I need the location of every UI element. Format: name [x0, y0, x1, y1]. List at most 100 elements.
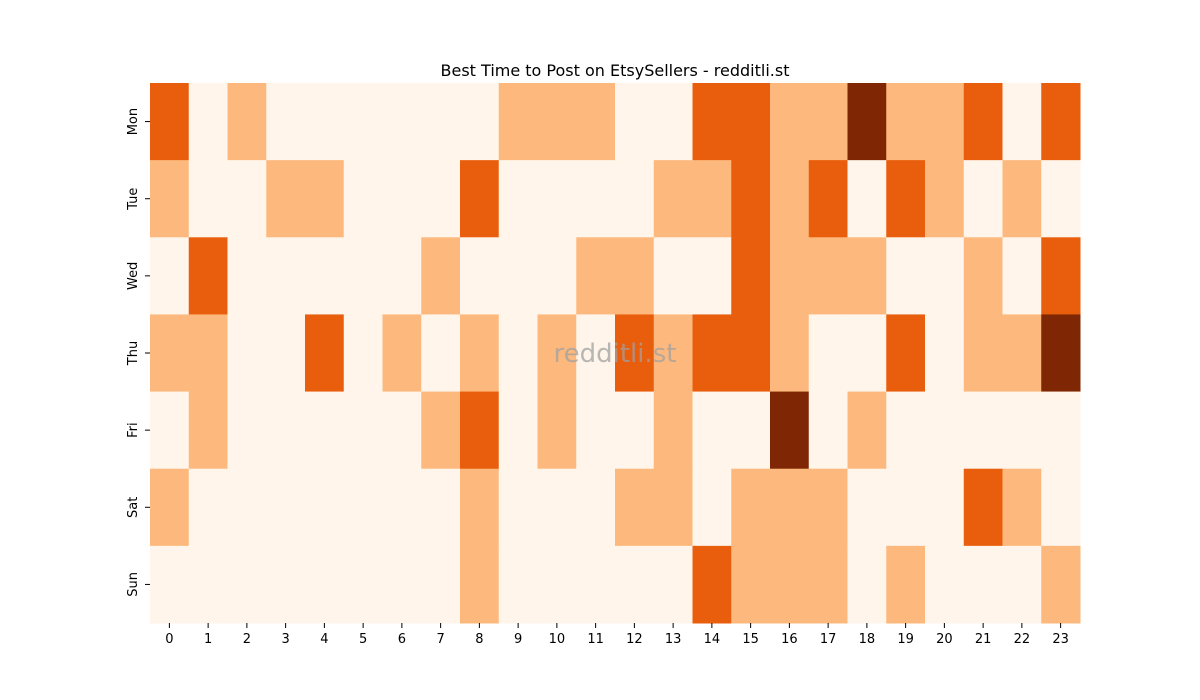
- heatmap-cell-sat-13: [653, 468, 693, 547]
- heatmap-cell-sat-22: [1002, 468, 1042, 547]
- heatmap-cell-sun-8: [460, 545, 500, 624]
- heatmap-cell-sun-22: [1002, 545, 1042, 624]
- heatmap-cell-fri-20: [925, 391, 965, 470]
- heatmap-cell-thu-11: [576, 314, 616, 393]
- x-tick-label: 15: [742, 632, 759, 647]
- heatmap-cell-mon-7: [421, 83, 461, 161]
- heatmap-cell-mon-15: [731, 83, 771, 161]
- heatmap-cell-wed-10: [537, 237, 577, 315]
- heatmap-cell-mon-0: [150, 83, 190, 161]
- heatmap-cell-thu-20: [925, 314, 965, 393]
- heatmap-cell-mon-11: [576, 83, 616, 161]
- heatmap-cell-fri-19: [886, 391, 926, 470]
- heatmap-cell-sat-17: [808, 468, 848, 547]
- heatmap-cell-mon-13: [653, 83, 693, 161]
- heatmap-cell-sun-11: [576, 545, 616, 624]
- heatmap-cell-sat-16: [770, 468, 810, 547]
- heatmap-cell-mon-19: [886, 83, 926, 161]
- heatmap-cell-sun-4: [305, 545, 345, 624]
- x-tick-label: 11: [587, 632, 604, 647]
- y-axis: Mon Tue Wed Thu Fri Sat Sun: [126, 108, 150, 597]
- heatmap-cell-fri-17: [808, 391, 848, 470]
- heatmap-cell-thu-12: [615, 314, 655, 393]
- heatmap-cell-sat-9: [498, 468, 538, 547]
- heatmap-cell-wed-0: [150, 237, 190, 315]
- heatmap-cell-wed-7: [421, 237, 461, 315]
- heatmap-cell-wed-16: [770, 237, 810, 315]
- heatmap-cell-sat-10: [537, 468, 577, 547]
- heatmap-cell-mon-16: [770, 83, 810, 161]
- x-tick-label: 23: [1052, 632, 1069, 647]
- heatmap-cell-fri-8: [460, 391, 500, 470]
- x-tick-label: 16: [781, 632, 798, 647]
- heatmap-cell-wed-17: [808, 237, 848, 315]
- heatmap-cell-fri-18: [847, 391, 887, 470]
- heatmap-cell-wed-11: [576, 237, 616, 315]
- heatmap-cell-tue-21: [963, 160, 1003, 238]
- heatmap-cell-tue-16: [770, 160, 810, 238]
- x-tick-label: 2: [243, 632, 251, 647]
- x-axis: 0 1 2 3 4 5 6 7 8 9 10 11 12 13 14 15 16 17 18 19 20 21 22 23: [165, 623, 1069, 647]
- heatmap-cell-tue-2: [227, 160, 267, 238]
- heatmap-cell-sat-23: [1041, 468, 1081, 547]
- heatmap-cell-thu-15: [731, 314, 771, 393]
- chart-title: Best Time to Post on EtsySellers - reddi…: [441, 61, 790, 80]
- heatmap-cell-wed-23: [1041, 237, 1081, 315]
- heatmap-cell-tue-20: [925, 160, 965, 238]
- heatmap-cell-sat-0: [150, 468, 190, 547]
- heatmap-cell-tue-6: [382, 160, 422, 238]
- heatmap-cell-tue-13: [653, 160, 693, 238]
- heatmap-cell-tue-10: [537, 160, 577, 238]
- heatmap-cell-fri-12: [615, 391, 655, 470]
- heatmap-cell-wed-22: [1002, 237, 1042, 315]
- heatmap-cell-sun-15: [731, 545, 771, 624]
- heatmap-cell-thu-8: [460, 314, 500, 393]
- y-tick-label: Sat: [126, 497, 141, 518]
- heatmap-cell-fri-0: [150, 391, 190, 470]
- heatmap-cell-thu-22: [1002, 314, 1042, 393]
- x-tick-label: 18: [859, 632, 876, 647]
- x-tick-label: 10: [549, 632, 566, 647]
- heatmap-cell-sun-9: [498, 545, 538, 624]
- heatmap-cell-mon-6: [382, 83, 422, 161]
- x-tick-label: 6: [398, 632, 406, 647]
- heatmap-cell-sun-1: [188, 545, 228, 624]
- heatmap-cell-wed-15: [731, 237, 771, 315]
- heatmap-cell-tue-22: [1002, 160, 1042, 238]
- heatmap-cell-sun-3: [266, 545, 306, 624]
- y-tick-label: Sun: [126, 572, 141, 597]
- x-tick-label: 22: [1014, 632, 1031, 647]
- heatmap-cell-fri-2: [227, 391, 267, 470]
- heatmap-cell-mon-21: [963, 83, 1003, 161]
- heatmap-cell-fri-5: [343, 391, 383, 470]
- heatmap-cell-thu-7: [421, 314, 461, 393]
- x-tick-label: 14: [704, 632, 721, 647]
- heatmap-cell-thu-5: [343, 314, 383, 393]
- heatmap-cell-tue-9: [498, 160, 538, 238]
- heatmap-cell-tue-18: [847, 160, 887, 238]
- heatmap-cell-sun-18: [847, 545, 887, 624]
- heatmap-cell-fri-14: [692, 391, 732, 470]
- heatmap-cell-sun-2: [227, 545, 267, 624]
- heatmap-cell-wed-3: [266, 237, 306, 315]
- heatmap-cell-sun-10: [537, 545, 577, 624]
- heatmap-cell-sun-7: [421, 545, 461, 624]
- x-tick-label: 4: [320, 632, 328, 647]
- heatmap-cell-mon-9: [498, 83, 538, 161]
- heatmap-cell-wed-12: [615, 237, 655, 315]
- heatmap-cell-sat-18: [847, 468, 887, 547]
- heatmap-cell-thu-16: [770, 314, 810, 393]
- heatmap-cell-fri-16: [770, 391, 810, 470]
- heatmap-cell-tue-4: [305, 160, 345, 238]
- heatmap-cell-fri-9: [498, 391, 538, 470]
- heatmap-cell-fri-15: [731, 391, 771, 470]
- y-tick-label: Wed: [126, 262, 141, 290]
- heatmap-cell-tue-1: [188, 160, 228, 238]
- heatmap-cell-wed-14: [692, 237, 732, 315]
- y-tick-label: Mon: [126, 108, 141, 135]
- heatmap-cell-thu-2: [227, 314, 267, 393]
- heatmap-cell-thu-23: [1041, 314, 1081, 393]
- heatmap-cell-thu-3: [266, 314, 306, 393]
- heatmap-cell-mon-10: [537, 83, 577, 161]
